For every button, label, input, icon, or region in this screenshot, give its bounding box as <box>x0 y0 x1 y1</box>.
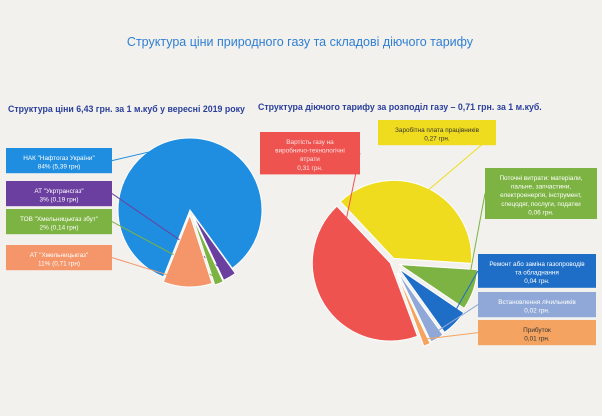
chart2-leader-4 <box>424 332 479 340</box>
chart2-label-box-4 <box>478 320 596 346</box>
main-title: Структура ціни природного газу та складо… <box>127 35 474 49</box>
chart1-leader-3 <box>111 257 188 282</box>
chart2-slice-5 <box>311 205 419 342</box>
chart2-title: Структура діючого тарифу за розподіл газ… <box>258 102 542 112</box>
chart1-label-box-2 <box>6 209 112 235</box>
chart1-slice-0 <box>117 137 263 278</box>
chart1-label-box-0 <box>6 148 112 174</box>
chart1-group: НАК "Нафтогаз України" 84% (5,39 грн) АТ "… <box>6 137 263 288</box>
chart1-data-label-3: АТ "Хмельницькгаз" 11% (0,71 грн) <box>30 252 89 268</box>
chart2-slice-1 <box>397 263 478 310</box>
chart2-slice-0 <box>339 179 473 264</box>
chart1-data-label-1: АТ "Укртрансгаз" 3% (0,19 грн) <box>34 188 83 204</box>
chart2-data-label-0: Заробітна плата працівників 0,27 грн. <box>395 126 480 143</box>
chart2-slice-4 <box>396 272 431 347</box>
chart1-slice-3 <box>162 213 213 288</box>
chart1-data-label-2: ТОВ "Хмельницькгаз збут" 2% (0,14 грн) <box>20 215 98 232</box>
chart2-label-box-1 <box>485 168 597 219</box>
chart2-data-label-5: Вартість газу на виробничо-технологічні вт… <box>275 138 345 172</box>
chart2-label-box-5 <box>260 132 360 175</box>
chart1-label-box-1 <box>6 181 112 207</box>
chart1-label-box-3 <box>6 245 112 271</box>
chart2-data-label-4: Прибуток 0,01 грн. <box>523 326 551 343</box>
chart2-data-label-2: Ремонт або заміна газопроводів та обладна… <box>489 260 585 285</box>
chart2-slice-2 <box>398 268 465 334</box>
chart1-title: Структура ціни 6,43 грн. за 1 м.куб у ве… <box>8 104 245 114</box>
chart1-leader-0 <box>111 143 182 162</box>
chart2-label-box-0 <box>378 120 496 146</box>
chart2-data-label-1: Поточні витрати: матеріали, пальне, запча… <box>499 174 582 216</box>
chart2-label-box-2 <box>478 254 596 288</box>
chart2-slice-3 <box>397 271 444 343</box>
chart1-slice-2 <box>192 216 224 286</box>
chart2-leader-3 <box>433 304 479 334</box>
chart1-slice-1 <box>192 214 237 281</box>
chart1-data-label-0: НАК "Нафтогаз України" 84% (5,39 грн) <box>23 155 95 171</box>
chart2-leader-5 <box>328 153 361 302</box>
chart2-group: Заробітна плата працівників 0,27 грн. Пото… <box>260 120 597 347</box>
chart2-data-label-3: Встановлення лічильників 0,02 грн. <box>498 298 576 315</box>
chart2-leader-1 <box>467 193 486 288</box>
chart2-leader-2 <box>450 270 479 320</box>
chart2-label-box-3 <box>478 292 596 318</box>
